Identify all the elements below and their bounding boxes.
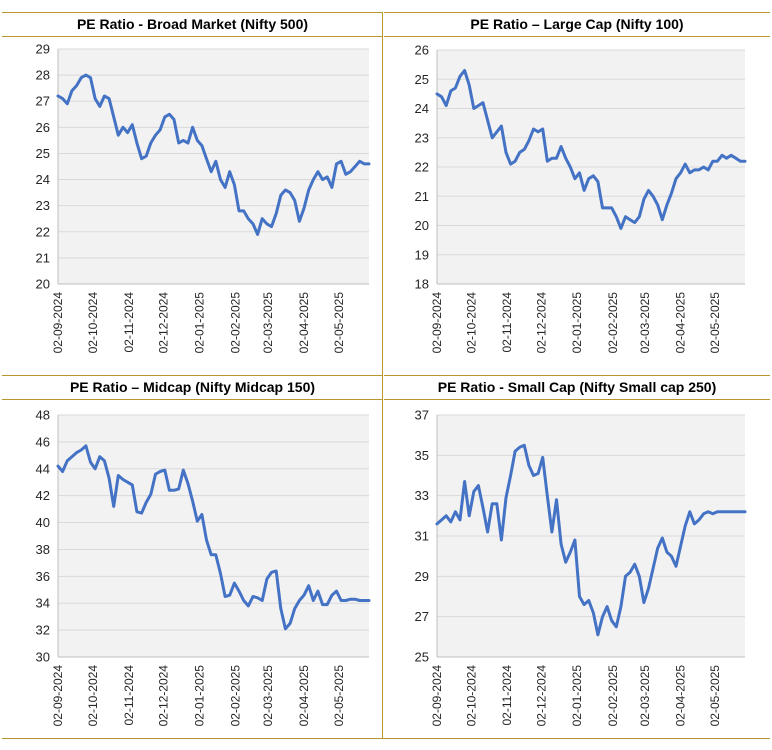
y-tick-label: 18	[415, 277, 429, 292]
x-tick-label: 02-10-2024	[86, 292, 100, 354]
x-tick-label: 02-03-2025	[638, 292, 652, 354]
y-tick-label: 28	[36, 68, 50, 83]
x-tick-label: 02-05-2025	[708, 665, 722, 727]
y-tick-label: 42	[36, 488, 50, 503]
y-tick-label: 23	[415, 130, 429, 145]
chart-title: PE Ratio – Large Cap (Nifty 100)	[384, 12, 770, 37]
y-tick-label: 23	[36, 198, 50, 213]
y-tick-label: 30	[36, 650, 50, 665]
y-tick-label: 25	[36, 146, 50, 161]
y-tick-label: 22	[36, 224, 50, 239]
y-tick-label: 26	[36, 120, 50, 135]
x-tick-label: 02-10-2024	[464, 665, 478, 727]
panel-divider	[382, 12, 383, 738]
x-tick-label: 02-09-2024	[430, 665, 444, 727]
chart-title: PE Ratio - Broad Market (Nifty 500)	[2, 12, 383, 37]
x-tick-label: 02-09-2024	[51, 292, 65, 354]
y-tick-label: 48	[36, 408, 50, 423]
chart-panel-small-cap: PE Ratio - Small Cap (Nifty Small cap 25…	[384, 375, 770, 739]
x-tick-label: 02-11-2024	[122, 292, 136, 353]
x-tick-label: 02-02-2025	[606, 665, 620, 727]
y-tick-label: 24	[415, 101, 429, 116]
x-tick-label: 02-12-2024	[157, 665, 171, 727]
x-tick-label: 02-05-2025	[332, 665, 346, 727]
x-tick-label: 02-10-2024	[86, 665, 100, 727]
y-tick-label: 29	[36, 42, 50, 57]
y-tick-label: 44	[36, 461, 50, 476]
x-tick-label: 02-05-2025	[708, 292, 722, 354]
x-tick-label: 02-02-2025	[606, 292, 620, 354]
y-tick-label: 27	[36, 94, 50, 109]
pe-ratio-series-line	[435, 443, 747, 637]
y-tick-label: 27	[415, 609, 429, 624]
pe-ratio-series-line	[56, 73, 371, 236]
pe-ratio-series-line	[435, 69, 747, 230]
x-tick-label: 02-05-2025	[332, 292, 346, 354]
x-tick-label: 02-03-2025	[261, 292, 275, 354]
x-tick-label: 02-01-2025	[193, 665, 207, 727]
y-tick-label: 33	[415, 488, 429, 503]
y-tick-label: 38	[36, 542, 50, 557]
x-tick-label: 02-01-2025	[570, 292, 584, 354]
chart-panel-midcap: PE Ratio – Midcap (Nifty Midcap 150) 30 3…	[2, 375, 383, 739]
x-tick-label: 02-09-2024	[51, 665, 65, 727]
line-chart-large-cap: 18 19 20 21 22 23 24 25 26 02-09-2024 02-10-2024 02…	[415, 43, 747, 354]
line-chart-small-cap: 25 27 29 31 33 35 37 02-09-2024 02-10-2024 02-11-…	[415, 408, 747, 727]
x-tick-label: 02-04-2025	[297, 292, 311, 354]
plot-area	[58, 415, 369, 657]
pe-ratio-series-line	[56, 444, 371, 631]
y-tick-label: 20	[415, 218, 429, 233]
chart-title: PE Ratio - Small Cap (Nifty Small cap 25…	[384, 375, 770, 400]
x-tick-label: 02-12-2024	[157, 292, 171, 354]
x-tick-label: 02-10-2024	[464, 292, 478, 354]
x-tick-label: 02-03-2025	[261, 665, 275, 727]
x-tick-label: 02-04-2025	[674, 292, 688, 354]
y-tick-label: 37	[415, 408, 429, 423]
y-tick-label: 31	[415, 529, 429, 544]
x-tick-label: 02-09-2024	[430, 292, 444, 354]
y-tick-label: 25	[415, 72, 429, 87]
x-tick-label: 02-01-2025	[570, 665, 584, 727]
x-tick-label: 02-04-2025	[674, 665, 688, 727]
y-tick-label: 25	[415, 650, 429, 665]
x-tick-label: 02-02-2025	[229, 292, 243, 354]
chart-panel-large-cap: PE Ratio – Large Cap (Nifty 100) 18 19 20 2…	[384, 12, 770, 374]
x-tick-label: 02-11-2024	[500, 292, 514, 353]
y-tick-label: 20	[36, 277, 50, 292]
y-tick-label: 26	[415, 43, 429, 58]
x-tick-label: 02-04-2025	[297, 665, 311, 727]
y-tick-label: 46	[36, 434, 50, 449]
chart-panel-broad-market: PE Ratio - Broad Market (Nifty 500) 20 21…	[2, 12, 383, 374]
x-tick-label: 02-12-2024	[535, 292, 549, 354]
y-tick-label: 34	[36, 596, 50, 611]
x-tick-label: 02-03-2025	[638, 665, 652, 727]
x-tick-label: 02-12-2024	[535, 665, 549, 727]
x-tick-label: 02-01-2025	[193, 292, 207, 354]
y-tick-label: 32	[36, 623, 50, 638]
y-tick-label: 40	[36, 515, 50, 530]
bottom-border	[2, 738, 770, 739]
line-chart-broad-market: 20 21 22 23 24 25 26 27 28 29 02-09-2024 02-10-2024…	[36, 42, 371, 354]
y-tick-label: 29	[415, 569, 429, 584]
y-tick-label: 35	[415, 448, 429, 463]
y-tick-label: 24	[36, 172, 50, 187]
x-tick-label: 02-11-2024	[500, 665, 514, 726]
y-tick-label: 22	[415, 160, 429, 175]
y-tick-label: 21	[415, 189, 429, 204]
x-tick-label: 02-11-2024	[122, 665, 136, 726]
chart-title: PE Ratio – Midcap (Nifty Midcap 150)	[2, 375, 383, 400]
y-tick-label: 36	[36, 569, 50, 584]
x-tick-label: 02-02-2025	[229, 665, 243, 727]
chart-grid: PE Ratio - Broad Market (Nifty 500) 20 21…	[2, 12, 770, 740]
y-tick-label: 19	[415, 247, 429, 262]
y-tick-label: 21	[36, 250, 50, 265]
line-chart-midcap: 30 32 34 36 38 40 42 44 46 48 02-09-2024 02-10-2024…	[36, 408, 371, 727]
